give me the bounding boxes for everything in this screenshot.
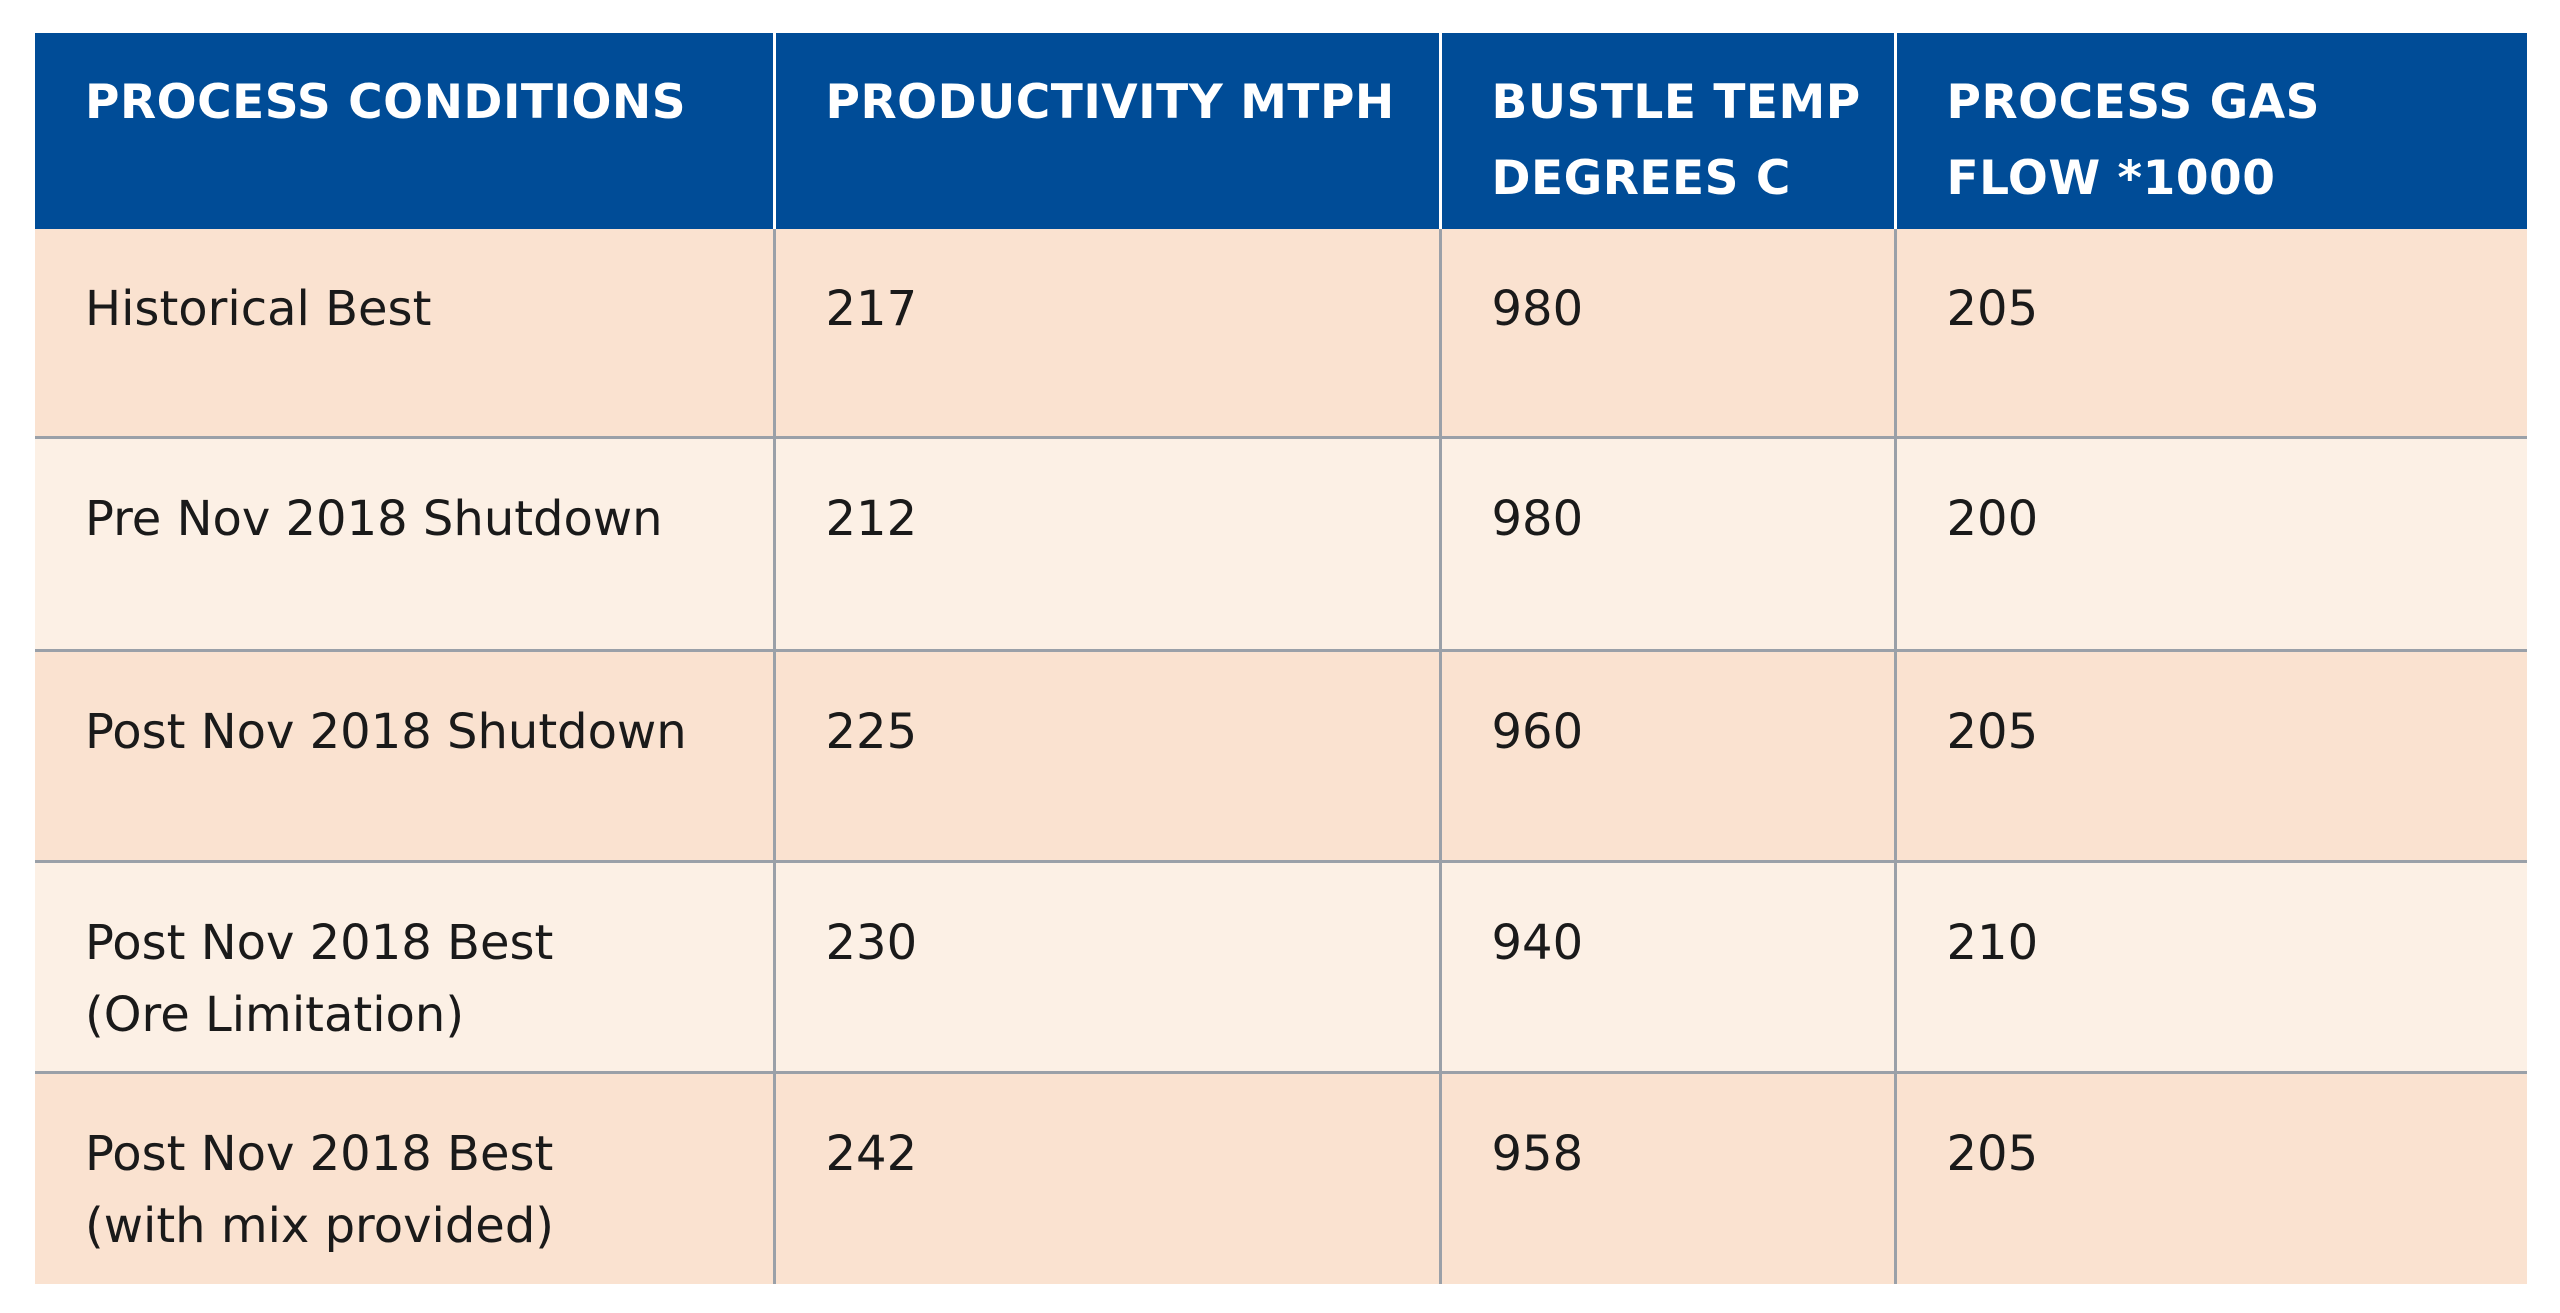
header-bustle-temp: BUSTLE TEMP DEGREES C	[1438, 33, 1895, 229]
condition-text-line-2: (Ore Limitation)	[85, 986, 465, 1043]
header-row: PROCESS CONDITIONS PRODUCTIVITY MTPH BUS…	[35, 33, 2527, 229]
table-header: PROCESS CONDITIONS PRODUCTIVITY MTPH BUS…	[35, 33, 2527, 229]
cell-gas-flow: 205	[1893, 229, 2527, 437]
header-process-gas-flow: PROCESS GAS FLOW *1000	[1893, 33, 2527, 229]
cell-condition: Historical Best	[35, 229, 774, 437]
cell-condition: Post Nov 2018 Best (Ore Limitation)	[35, 859, 774, 1072]
cell-productivity: 217	[772, 229, 1440, 437]
cell-bustle-temp: 940	[1438, 859, 1895, 1072]
header-label-line-1: PROCESS GAS	[1946, 75, 2320, 130]
table-row: Post Nov 2018 Best (Ore Limitation) 230 …	[35, 859, 2527, 1072]
header-process-conditions: PROCESS CONDITIONS	[35, 33, 774, 229]
cell-productivity: 212	[772, 435, 1440, 650]
cell-gas-flow: 200	[1893, 435, 2527, 650]
condition-text: Historical Best	[85, 281, 432, 337]
header-label-line-1: BUSTLE TEMP	[1491, 75, 1861, 130]
header-label-line-2: DEGREES C	[1491, 151, 1791, 206]
cell-productivity: 230	[772, 859, 1440, 1072]
cell-bustle-temp: 980	[1438, 435, 1895, 650]
process-conditions-table-wrapper: PROCESS CONDITIONS PRODUCTIVITY MTPH BUS…	[35, 33, 2527, 1284]
cell-bustle-temp: 960	[1438, 648, 1895, 861]
table-row: Historical Best 217 980 205	[35, 229, 2527, 437]
cell-condition: Pre Nov 2018 Shutdown	[35, 435, 774, 650]
header-label: PROCESS CONDITIONS	[85, 75, 687, 130]
table-row: Pre Nov 2018 Shutdown 212 980 200	[35, 435, 2527, 650]
table-row: Post Nov 2018 Shutdown 225 960 205	[35, 648, 2527, 861]
cell-productivity: 242	[772, 1070, 1440, 1284]
cell-condition: Post Nov 2018 Shutdown	[35, 648, 774, 861]
condition-text: Pre Nov 2018 Shutdown	[85, 490, 663, 547]
header-label: PRODUCTIVITY MTPH	[825, 75, 1395, 130]
table-row: Post Nov 2018 Best (with mix provided) 2…	[35, 1070, 2527, 1284]
cell-bustle-temp: 958	[1438, 1070, 1895, 1284]
process-conditions-table: PROCESS CONDITIONS PRODUCTIVITY MTPH BUS…	[35, 33, 2527, 1284]
cell-gas-flow: 205	[1893, 648, 2527, 861]
condition-text: Post Nov 2018 Shutdown	[85, 703, 687, 760]
cell-gas-flow: 210	[1893, 859, 2527, 1072]
condition-text-line-1: Post Nov 2018 Best	[85, 914, 554, 971]
header-productivity: PRODUCTIVITY MTPH	[772, 33, 1440, 229]
cell-gas-flow: 205	[1893, 1070, 2527, 1284]
header-label-line-2: FLOW *1000	[1946, 151, 2276, 206]
condition-text-line-1: Post Nov 2018 Best	[85, 1125, 554, 1182]
cell-bustle-temp: 980	[1438, 229, 1895, 437]
cell-productivity: 225	[772, 648, 1440, 861]
table-body: Historical Best 217 980 205 Pre Nov 2018…	[35, 229, 2527, 1284]
cell-condition: Post Nov 2018 Best (with mix provided)	[35, 1070, 774, 1284]
condition-text-line-2: (with mix provided)	[85, 1197, 555, 1254]
